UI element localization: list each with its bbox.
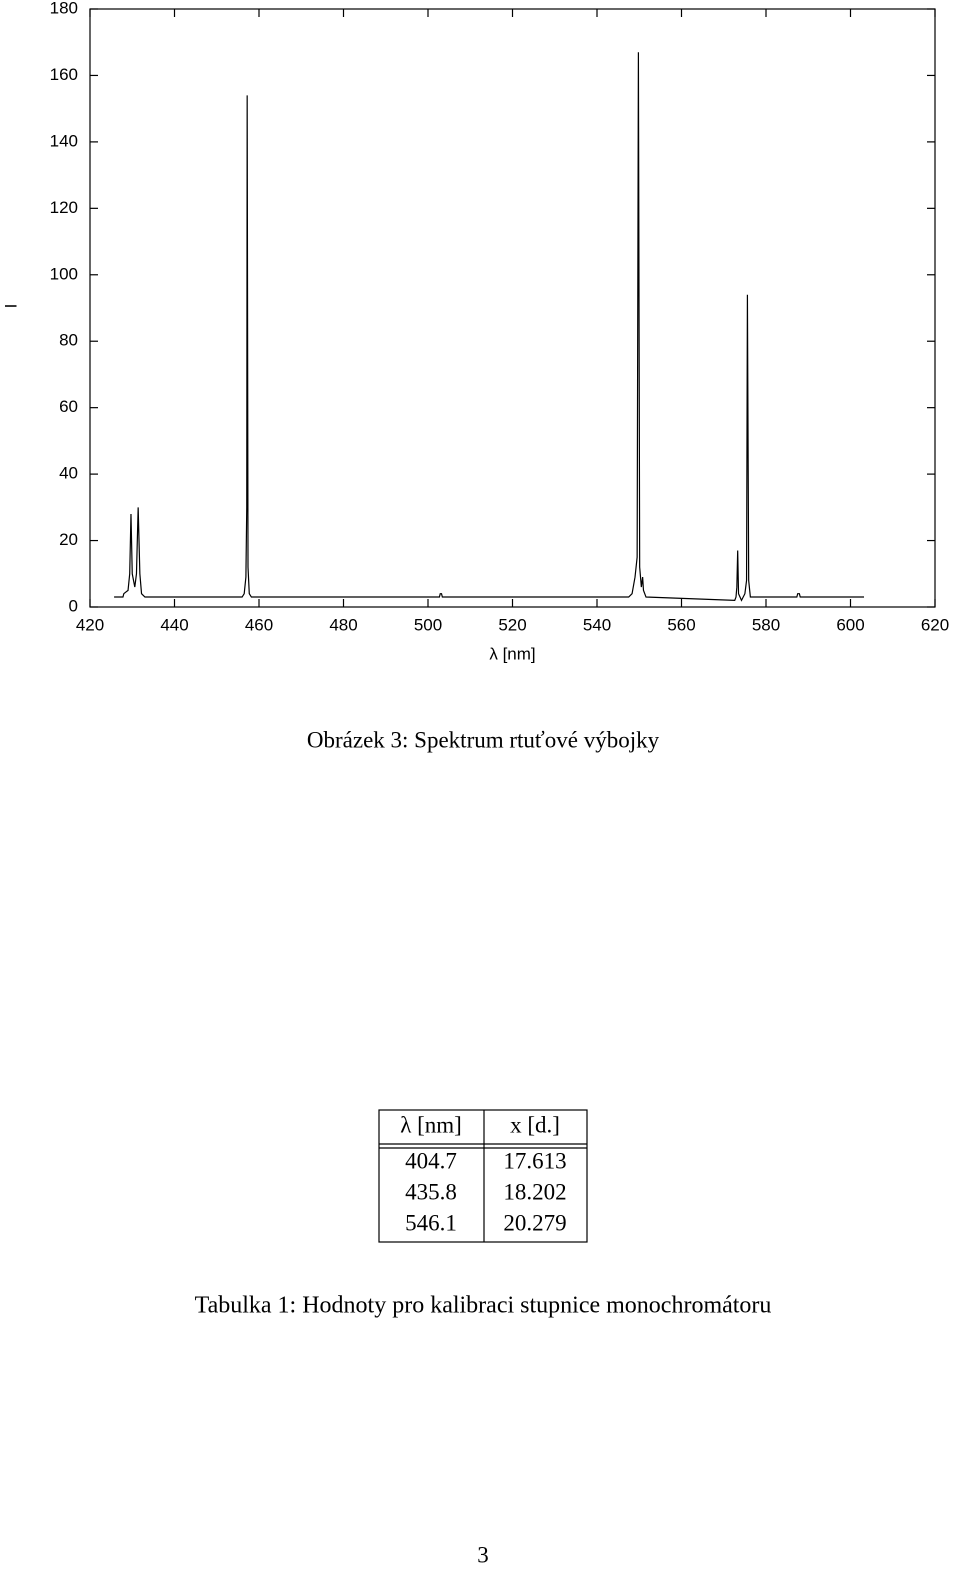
spectrum-line	[114, 52, 865, 602]
y-tick-label: 40	[59, 464, 78, 483]
y-tick-label: 20	[59, 530, 78, 549]
figure-caption: Obrázek 3: Spektrum rtuťové výbojky	[307, 727, 660, 752]
table-cell: 404.7	[405, 1148, 457, 1173]
table-frame	[378, 1109, 588, 1243]
x-tick-label: 600	[836, 615, 864, 634]
table-header: x [d.]	[510, 1112, 560, 1137]
x-axis-label: λ [nm]	[489, 644, 535, 663]
y-tick-label: 80	[59, 331, 78, 350]
y-tick-label: 60	[59, 397, 78, 416]
y-tick-label: 120	[50, 198, 78, 217]
y-tick-label: 180	[50, 0, 78, 17]
table-cell: 546.1	[405, 1210, 457, 1235]
page-number: 3	[477, 1542, 489, 1567]
table-cell: 435.8	[405, 1179, 457, 1204]
table-header: λ [nm]	[400, 1112, 462, 1137]
x-tick-label: 460	[245, 615, 273, 634]
x-tick-label: 540	[583, 615, 611, 634]
x-tick-label: 580	[752, 615, 780, 634]
y-tick-label: 160	[50, 65, 78, 84]
x-tick-label: 520	[498, 615, 526, 634]
x-tick-label: 500	[414, 615, 442, 634]
x-tick-label: 440	[160, 615, 188, 634]
y-tick-label: 100	[50, 264, 78, 283]
x-tick-label: 480	[329, 615, 357, 634]
table-cell: 17.613	[503, 1148, 566, 1173]
x-tick-label: 560	[667, 615, 695, 634]
plot-frame	[89, 8, 936, 608]
table-cell: 20.279	[503, 1210, 566, 1235]
y-axis-label: I	[1, 304, 20, 309]
x-tick-label: 420	[76, 615, 104, 634]
table-cell: 18.202	[503, 1179, 566, 1204]
y-tick-label: 140	[50, 131, 78, 150]
x-tick-label: 620	[921, 615, 949, 634]
table-caption: Tabulka 1: Hodnoty pro kalibraci stupnic…	[195, 1293, 772, 1319]
y-tick-label: 0	[69, 596, 78, 615]
